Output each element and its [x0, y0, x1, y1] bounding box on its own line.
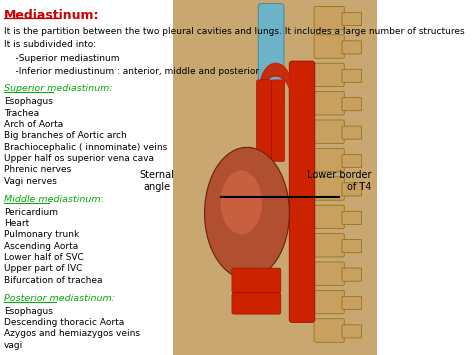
Text: Esophagus: Esophagus — [4, 97, 53, 106]
FancyBboxPatch shape — [314, 205, 344, 229]
FancyBboxPatch shape — [173, 0, 377, 355]
Text: It is the partition between the two pleural cavities and lungs. It includes a la: It is the partition between the two pleu… — [4, 27, 465, 36]
Text: Esophagus: Esophagus — [4, 307, 53, 316]
FancyBboxPatch shape — [342, 240, 362, 253]
Text: Ascending Aorta: Ascending Aorta — [4, 242, 78, 251]
Text: Pulmonary trunk: Pulmonary trunk — [4, 230, 79, 239]
Text: Vagi nerves: Vagi nerves — [4, 177, 57, 186]
Text: Arch of Aorta: Arch of Aorta — [4, 120, 63, 129]
FancyBboxPatch shape — [314, 234, 344, 257]
FancyBboxPatch shape — [342, 296, 362, 310]
FancyBboxPatch shape — [314, 35, 344, 58]
FancyBboxPatch shape — [342, 325, 362, 338]
FancyBboxPatch shape — [342, 268, 362, 281]
Text: Sternal
angle: Sternal angle — [139, 170, 174, 192]
Text: Phrenic nerves: Phrenic nerves — [4, 165, 71, 174]
FancyBboxPatch shape — [314, 120, 344, 143]
FancyBboxPatch shape — [314, 6, 344, 30]
Text: Heart: Heart — [4, 219, 29, 228]
Text: vagi: vagi — [4, 341, 23, 350]
FancyBboxPatch shape — [314, 177, 344, 200]
FancyBboxPatch shape — [342, 69, 362, 82]
Ellipse shape — [205, 147, 290, 279]
Text: Descending thoracic Aorta: Descending thoracic Aorta — [4, 318, 124, 327]
FancyBboxPatch shape — [232, 268, 281, 293]
FancyBboxPatch shape — [342, 211, 362, 224]
FancyBboxPatch shape — [342, 126, 362, 139]
FancyBboxPatch shape — [314, 148, 344, 172]
FancyBboxPatch shape — [314, 63, 344, 87]
FancyBboxPatch shape — [258, 4, 284, 110]
FancyBboxPatch shape — [289, 61, 315, 322]
Text: Upper part of IVC: Upper part of IVC — [4, 264, 82, 273]
FancyBboxPatch shape — [342, 12, 362, 26]
FancyBboxPatch shape — [314, 262, 344, 285]
FancyBboxPatch shape — [342, 98, 362, 111]
FancyBboxPatch shape — [272, 80, 285, 162]
Text: Big branches of Aortic arch: Big branches of Aortic arch — [4, 131, 127, 140]
Text: It is subdivided into:: It is subdivided into: — [4, 40, 96, 49]
Text: Lower half of SVC: Lower half of SVC — [4, 253, 83, 262]
Text: -Superior mediastinum: -Superior mediastinum — [4, 54, 119, 62]
Text: Azygos and hemiazygos veins: Azygos and hemiazygos veins — [4, 329, 140, 338]
Text: Brachiocephalic ( innominate) veins: Brachiocephalic ( innominate) veins — [4, 143, 167, 152]
FancyBboxPatch shape — [342, 183, 362, 196]
FancyBboxPatch shape — [342, 154, 362, 168]
Text: Upper half os superior vena cava: Upper half os superior vena cava — [4, 154, 154, 163]
FancyBboxPatch shape — [314, 92, 344, 115]
Text: Trachea: Trachea — [4, 109, 39, 118]
FancyBboxPatch shape — [314, 319, 344, 342]
FancyBboxPatch shape — [256, 80, 272, 162]
Text: Posterior mediastinum:: Posterior mediastinum: — [4, 294, 115, 302]
Text: Middle mediastinum:: Middle mediastinum: — [4, 195, 104, 203]
FancyBboxPatch shape — [232, 293, 281, 314]
Text: Lower border
of T4: Lower border of T4 — [307, 170, 372, 192]
Ellipse shape — [220, 170, 262, 234]
FancyBboxPatch shape — [314, 290, 344, 314]
Text: -Inferior mediustinum : anterior, middle and posterior: -Inferior mediustinum : anterior, middle… — [4, 67, 259, 76]
Text: Pericardium: Pericardium — [4, 208, 58, 217]
Text: Bifurcation of trachea: Bifurcation of trachea — [4, 276, 102, 285]
FancyBboxPatch shape — [342, 41, 362, 54]
Text: Superior mediastinum:: Superior mediastinum: — [4, 84, 112, 93]
Text: Mediastinum:: Mediastinum: — [4, 9, 99, 22]
